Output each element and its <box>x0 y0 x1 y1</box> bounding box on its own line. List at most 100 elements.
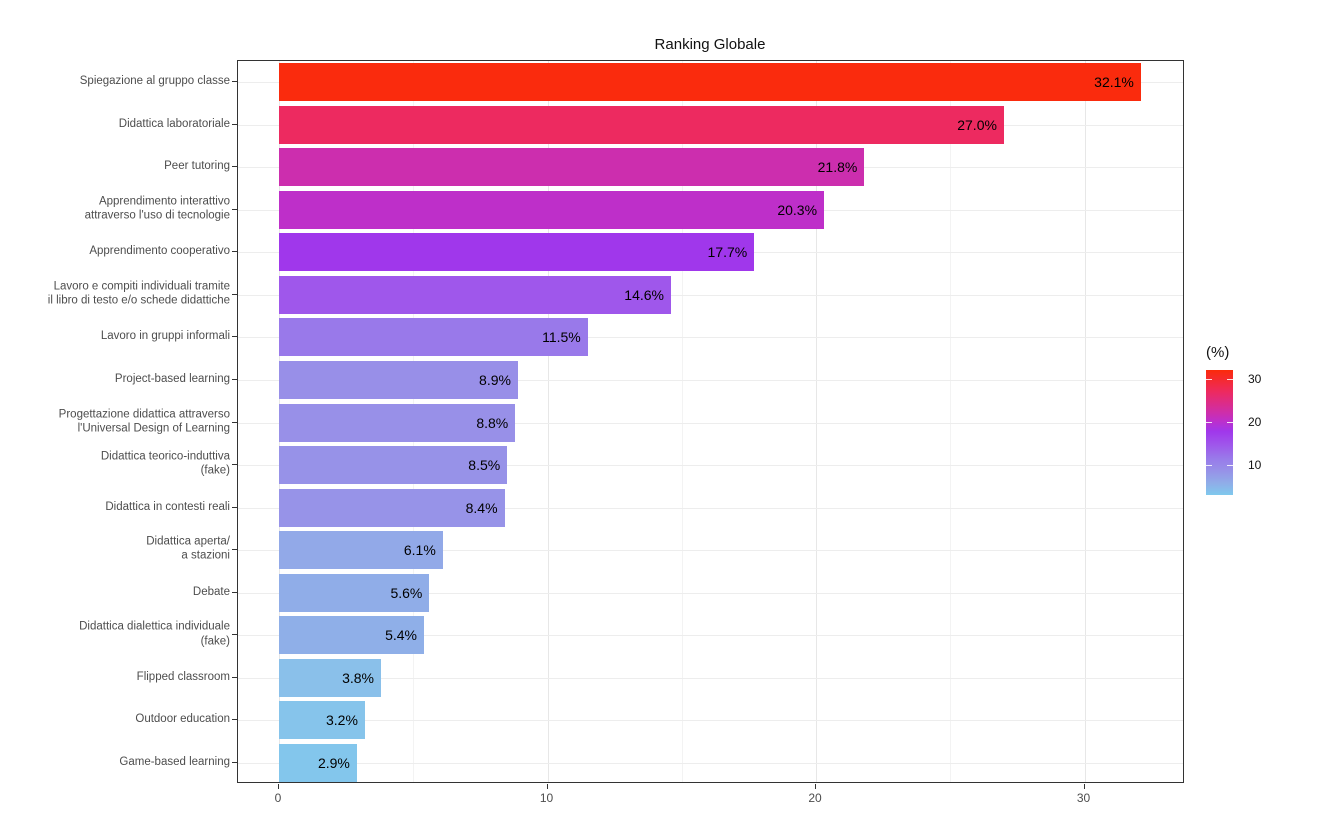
grid-line-major <box>547 61 549 782</box>
y-axis-tick <box>232 251 237 253</box>
category-label: Didattica in contesti reali <box>0 499 230 513</box>
category-label-line: Debate <box>192 585 230 598</box>
grid-line-row <box>238 294 1183 296</box>
bar-15: 3.8% <box>279 658 382 697</box>
grid-line-major <box>1084 61 1086 782</box>
category-label: Apprendimento interattivo attraverso l'us… <box>0 194 230 223</box>
category-label: Debate <box>0 584 230 598</box>
bar-4: 20.3% <box>279 190 825 229</box>
x-axis-tick <box>546 784 548 789</box>
category-label-line: (fake) <box>200 465 230 478</box>
category-label: Apprendimento cooperativo <box>0 244 230 258</box>
bar-value-label: 3.2% <box>325 712 358 729</box>
legend-tick-mark <box>1227 464 1233 466</box>
category-label-line: Project-based learning <box>114 372 230 385</box>
y-axis-tick <box>232 336 237 338</box>
category-label: Didattica aperta/a stazioni <box>0 535 230 564</box>
y-axis-tick <box>232 591 237 593</box>
bar-10: 8.5% <box>279 446 508 485</box>
bar-12: 6.1% <box>279 531 443 570</box>
category-label-line: Spiegazione al gruppo classe <box>79 75 230 88</box>
bar-value-label: 5.6% <box>390 584 423 601</box>
bar-value-label: 14.6% <box>624 286 664 303</box>
bar-7: 11.5% <box>279 318 588 357</box>
grid-line-minor <box>950 61 952 782</box>
bar-9: 8.8% <box>279 403 516 442</box>
bar-value-label: 5.4% <box>385 627 417 644</box>
category-label-line: Didattica in contesti reali <box>105 500 230 513</box>
grid-line-row <box>238 465 1183 467</box>
legend-title: (%) <box>1206 344 1230 361</box>
y-axis-tick <box>232 208 237 210</box>
bar-value-label: 3.8% <box>342 669 375 686</box>
grid-line-row <box>238 507 1183 509</box>
category-label-line: Game-based learning <box>119 755 230 768</box>
bar-value-label: 32.1% <box>1094 74 1134 91</box>
category-label-line: Outdoor education <box>135 713 230 726</box>
category-label: Project-based learning <box>0 372 230 386</box>
x-axis-tick <box>815 784 816 789</box>
bar-5: 17.7% <box>279 233 755 272</box>
legend-tick-label: 10 <box>1248 457 1262 472</box>
grid-line-row <box>238 635 1183 637</box>
bar-2: 27.0% <box>279 105 1004 144</box>
x-axis-tick <box>278 784 279 789</box>
category-label-line: a stazioni <box>181 550 230 563</box>
x-axis-tick-label: 30 <box>1076 791 1091 805</box>
legend-tick-label: 20 <box>1248 414 1262 429</box>
category-label-line: Flipped classroom <box>136 670 230 683</box>
category-label: Spiegazione al gruppo classe <box>0 74 230 88</box>
bar-1: 32.1% <box>279 63 1141 102</box>
category-label-line: Apprendimento interattivo <box>98 195 230 208</box>
legend-tick-mark <box>1227 378 1233 380</box>
category-label: Progettazione didattica attraverso l'Univ… <box>0 407 230 436</box>
grid-line-row <box>238 337 1183 339</box>
x-axis-tick-label: 20 <box>808 791 822 805</box>
y-axis-tick <box>232 464 237 466</box>
category-label-line: Didattica aperta/ <box>146 535 230 548</box>
y-axis-tick <box>232 506 237 508</box>
chart-title: Ranking Globale <box>654 36 766 53</box>
bar-value-label: 2.9% <box>317 754 350 771</box>
x-axis-tick-label: 0 <box>274 791 282 805</box>
bar-value-label: 21.8% <box>817 159 858 176</box>
category-label-line: il libro di testo e/o schede didattiche <box>47 294 230 307</box>
bar-8: 8.9% <box>279 360 518 399</box>
grid-line-row <box>238 720 1183 722</box>
legend-tick-mark <box>1227 421 1233 423</box>
grid-line-row <box>238 550 1183 552</box>
x-axis-tick <box>1083 784 1085 789</box>
bar-16: 3.2% <box>279 701 365 740</box>
grid-line-row <box>238 592 1183 594</box>
y-axis-tick <box>232 166 237 168</box>
bar-value-label: 6.1% <box>403 542 436 559</box>
category-label: Game-based learning <box>0 755 230 769</box>
y-axis-tick <box>232 293 237 295</box>
y-axis-tick <box>232 421 237 423</box>
grid-line-row <box>238 379 1183 381</box>
category-label: Outdoor education <box>0 712 230 726</box>
y-axis-tick <box>232 549 237 551</box>
y-axis-tick <box>232 81 237 83</box>
bar-value-label: 8.9% <box>479 371 511 388</box>
category-label-line: Peer tutoring <box>164 160 230 173</box>
y-axis-tick <box>232 123 237 125</box>
legend-colorbar: (%) 30 20 10 <box>1206 344 1261 495</box>
plot-panel: 32.1% 27.0% 21.8% 20.3% 17.7% 14.6% 11.5% 8.9% 8… <box>237 60 1184 783</box>
bar-value-label: 8.4% <box>465 499 498 516</box>
category-label-line: Apprendimento cooperativo <box>89 245 230 258</box>
bar-value-label: 11.5% <box>542 329 581 346</box>
category-label-line: Didattica dialettica individuale <box>79 620 230 633</box>
category-label-line: l'Universal Design of Learning <box>77 422 230 435</box>
category-label-line: attraverso l'uso di tecnologie <box>84 209 230 222</box>
y-axis-tick <box>232 676 237 678</box>
bar-6: 14.6% <box>279 275 671 314</box>
category-label: Didattica teorico-induttiva (fake) <box>0 450 230 479</box>
bar-value-label: 8.5% <box>468 457 501 474</box>
bar-11: 8.4% <box>279 488 505 527</box>
category-label-line: Didattica laboratoriale <box>118 117 230 130</box>
category-label-line: Didattica teorico-induttiva <box>100 450 230 463</box>
legend-tick-label: 30 <box>1248 371 1262 386</box>
bar-value-label: 8.8% <box>476 414 509 431</box>
